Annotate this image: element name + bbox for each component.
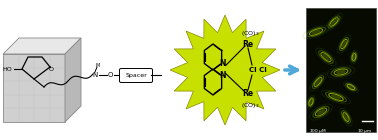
Text: (CO)$_3$: (CO)$_3$ — [241, 29, 259, 38]
Ellipse shape — [317, 109, 325, 115]
Ellipse shape — [331, 94, 341, 100]
Text: M: M — [96, 62, 100, 67]
Text: O: O — [107, 72, 113, 78]
Text: O: O — [48, 66, 54, 72]
Ellipse shape — [311, 30, 321, 34]
Text: N: N — [219, 59, 226, 68]
Text: Spacer: Spacer — [125, 73, 147, 78]
Ellipse shape — [322, 54, 330, 60]
Text: HO: HO — [2, 66, 12, 72]
Ellipse shape — [349, 85, 354, 89]
Text: Cl Cl: Cl Cl — [249, 67, 267, 73]
Ellipse shape — [310, 100, 313, 104]
Bar — [306, 8, 376, 132]
Polygon shape — [3, 38, 81, 54]
FancyArrowPatch shape — [285, 66, 297, 74]
Ellipse shape — [331, 19, 337, 25]
Text: N: N — [219, 71, 226, 80]
Text: N: N — [92, 72, 98, 78]
Polygon shape — [170, 15, 280, 125]
Ellipse shape — [336, 70, 346, 74]
Text: 10 $\mu$m: 10 $\mu$m — [358, 127, 373, 135]
Text: Re: Re — [242, 39, 254, 48]
FancyBboxPatch shape — [119, 68, 152, 82]
Ellipse shape — [353, 54, 355, 60]
Polygon shape — [65, 38, 81, 122]
Ellipse shape — [315, 79, 321, 85]
Ellipse shape — [344, 114, 348, 120]
Ellipse shape — [342, 41, 346, 47]
Polygon shape — [3, 54, 65, 122]
Text: (CO)$_3$: (CO)$_3$ — [241, 101, 259, 109]
Text: Re: Re — [242, 89, 254, 99]
Text: 100 $\mu$M: 100 $\mu$M — [309, 127, 327, 135]
